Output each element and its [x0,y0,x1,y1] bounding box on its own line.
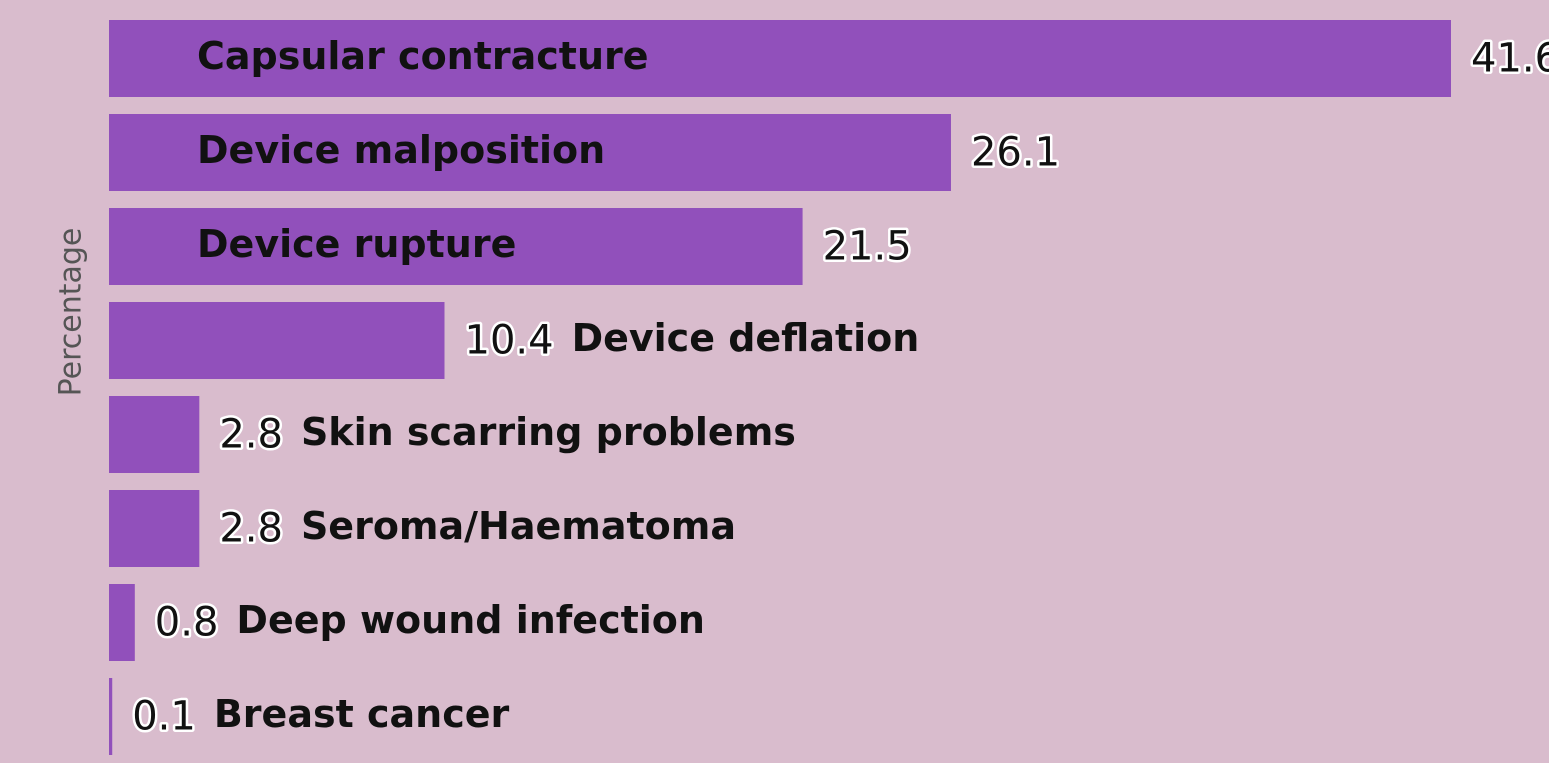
value-label: 10.4 [465,318,554,364]
category-label: Deep wound infection [236,598,705,642]
category-label: Capsular contracture [197,34,649,78]
category-label: Seroma/Haematoma [301,504,736,548]
value-label: 2.8 [219,506,283,552]
category-label: Skin scarring problems [301,410,796,454]
category-label: Device malposition [197,128,605,172]
bar [109,584,135,661]
bar [109,302,445,379]
value-label: 21.5 [823,224,912,270]
value-label: 2.8 [219,412,283,458]
category-label: Device deflation [572,316,920,360]
category-label: Device rupture [197,222,516,266]
bar [109,678,113,755]
bar [109,208,803,285]
bar [109,114,951,191]
value-label: 26.1 [971,130,1060,176]
y-axis-label: Percentage [54,228,89,397]
value-label: 41.6 [1471,36,1549,82]
value-label: 0.8 [155,600,219,646]
category-label: Breast cancer [214,692,510,736]
bar [109,396,200,473]
value-label: 0.1 [132,694,196,740]
bar [109,490,200,567]
bar [109,20,1451,97]
